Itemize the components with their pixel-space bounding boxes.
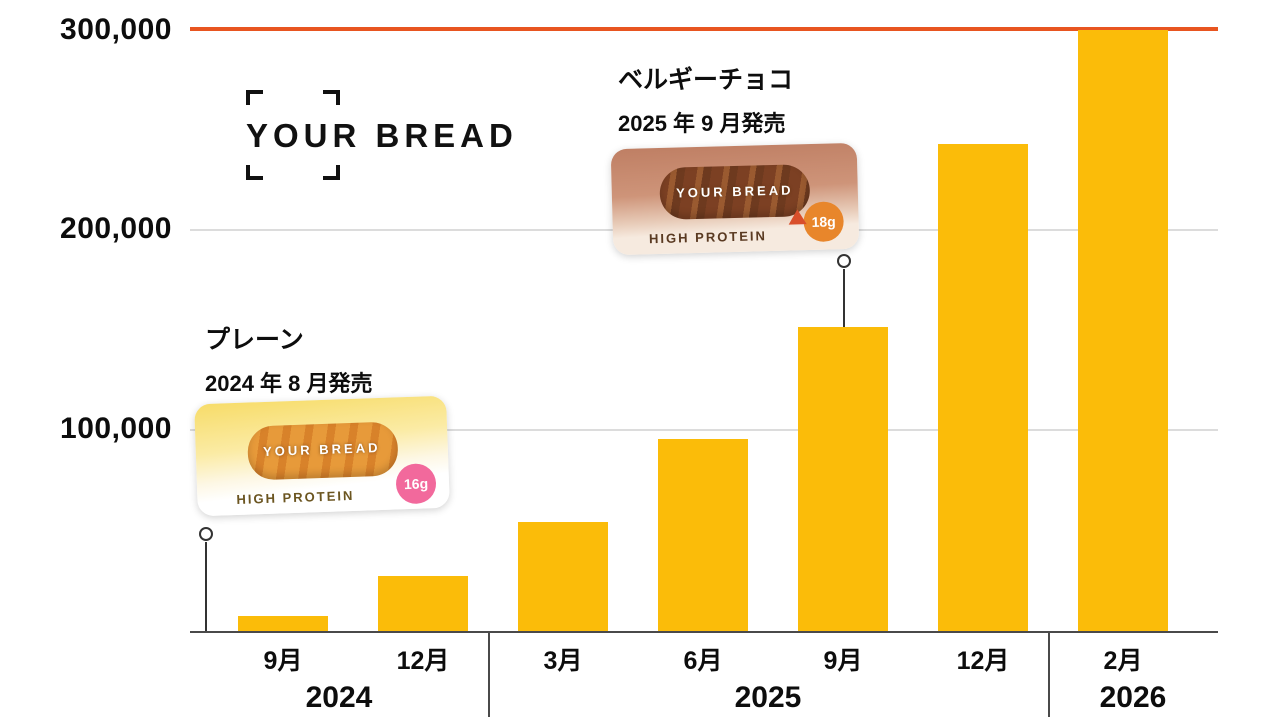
package-triangle-mark-icon	[788, 209, 807, 225]
callout-line-choco	[843, 269, 845, 327]
callout-line-plain	[205, 542, 207, 631]
x-label-2025-12: 12月	[956, 647, 1010, 675]
brand-logo-frame	[246, 90, 340, 180]
x-label-2025-09: 9月	[823, 647, 863, 675]
year-divider-2024-2025	[488, 631, 490, 717]
annotation-plain-date: 2024 年 8 月発売	[205, 371, 373, 396]
product-image-plain: YOUR BREAD HIGH PROTEIN 16g	[194, 395, 450, 517]
x-label-2025-03: 3月	[543, 647, 583, 675]
x-axis-line	[190, 631, 1218, 633]
protein-badge: 16g	[395, 463, 437, 505]
package-protein-text: HIGH PROTEIN	[236, 487, 355, 508]
gridline-100000	[190, 429, 1218, 431]
x-label-2026-02: 2月	[1103, 647, 1143, 675]
y-tick-300000: 300,000	[60, 13, 172, 46]
logo-corner-icon	[246, 165, 263, 180]
bar-2025-12	[938, 144, 1028, 632]
annotation-choco-date: 2025 年 9 月発売	[618, 111, 786, 136]
x-label-2025-06: 6月	[683, 647, 723, 675]
package-brand-text: YOUR BREAD	[675, 182, 794, 201]
callout-dot-plain	[199, 527, 213, 541]
year-divider-2025-2026	[1048, 631, 1050, 717]
logo-corner-icon	[323, 90, 340, 105]
bar-2024-12	[378, 576, 468, 632]
logo-corner-icon	[246, 90, 263, 105]
package-protein-text: HIGH PROTEIN	[648, 228, 768, 247]
logo-corner-icon	[323, 165, 340, 180]
year-label-2025: 2025	[734, 681, 802, 714]
gridline-300000-accent	[190, 27, 1218, 31]
x-label-2024-12: 12月	[396, 647, 450, 675]
protein-badge: 18g	[803, 201, 845, 243]
bar-2025-06	[658, 439, 748, 632]
bar-2024-09	[238, 616, 328, 632]
bar-2025-09	[798, 327, 888, 632]
x-label-2024-09: 9月	[263, 647, 303, 675]
annotation-choco-title: ベルギーチョコ	[618, 66, 794, 94]
bar-2026-02	[1078, 30, 1168, 632]
brand-logo-text: YOUR BREAD	[246, 117, 518, 154]
y-tick-200000: 200,000	[60, 212, 172, 245]
callout-dot-choco	[837, 254, 851, 268]
annotation-plain-title: プレーン	[205, 326, 304, 354]
y-tick-100000: 100,000	[60, 412, 172, 445]
year-label-2024: 2024	[305, 681, 373, 714]
product-image-choco: YOUR BREAD HIGH PROTEIN 18g	[610, 142, 860, 256]
bar-2025-03	[518, 522, 608, 632]
year-label-2026: 2026	[1099, 681, 1167, 714]
